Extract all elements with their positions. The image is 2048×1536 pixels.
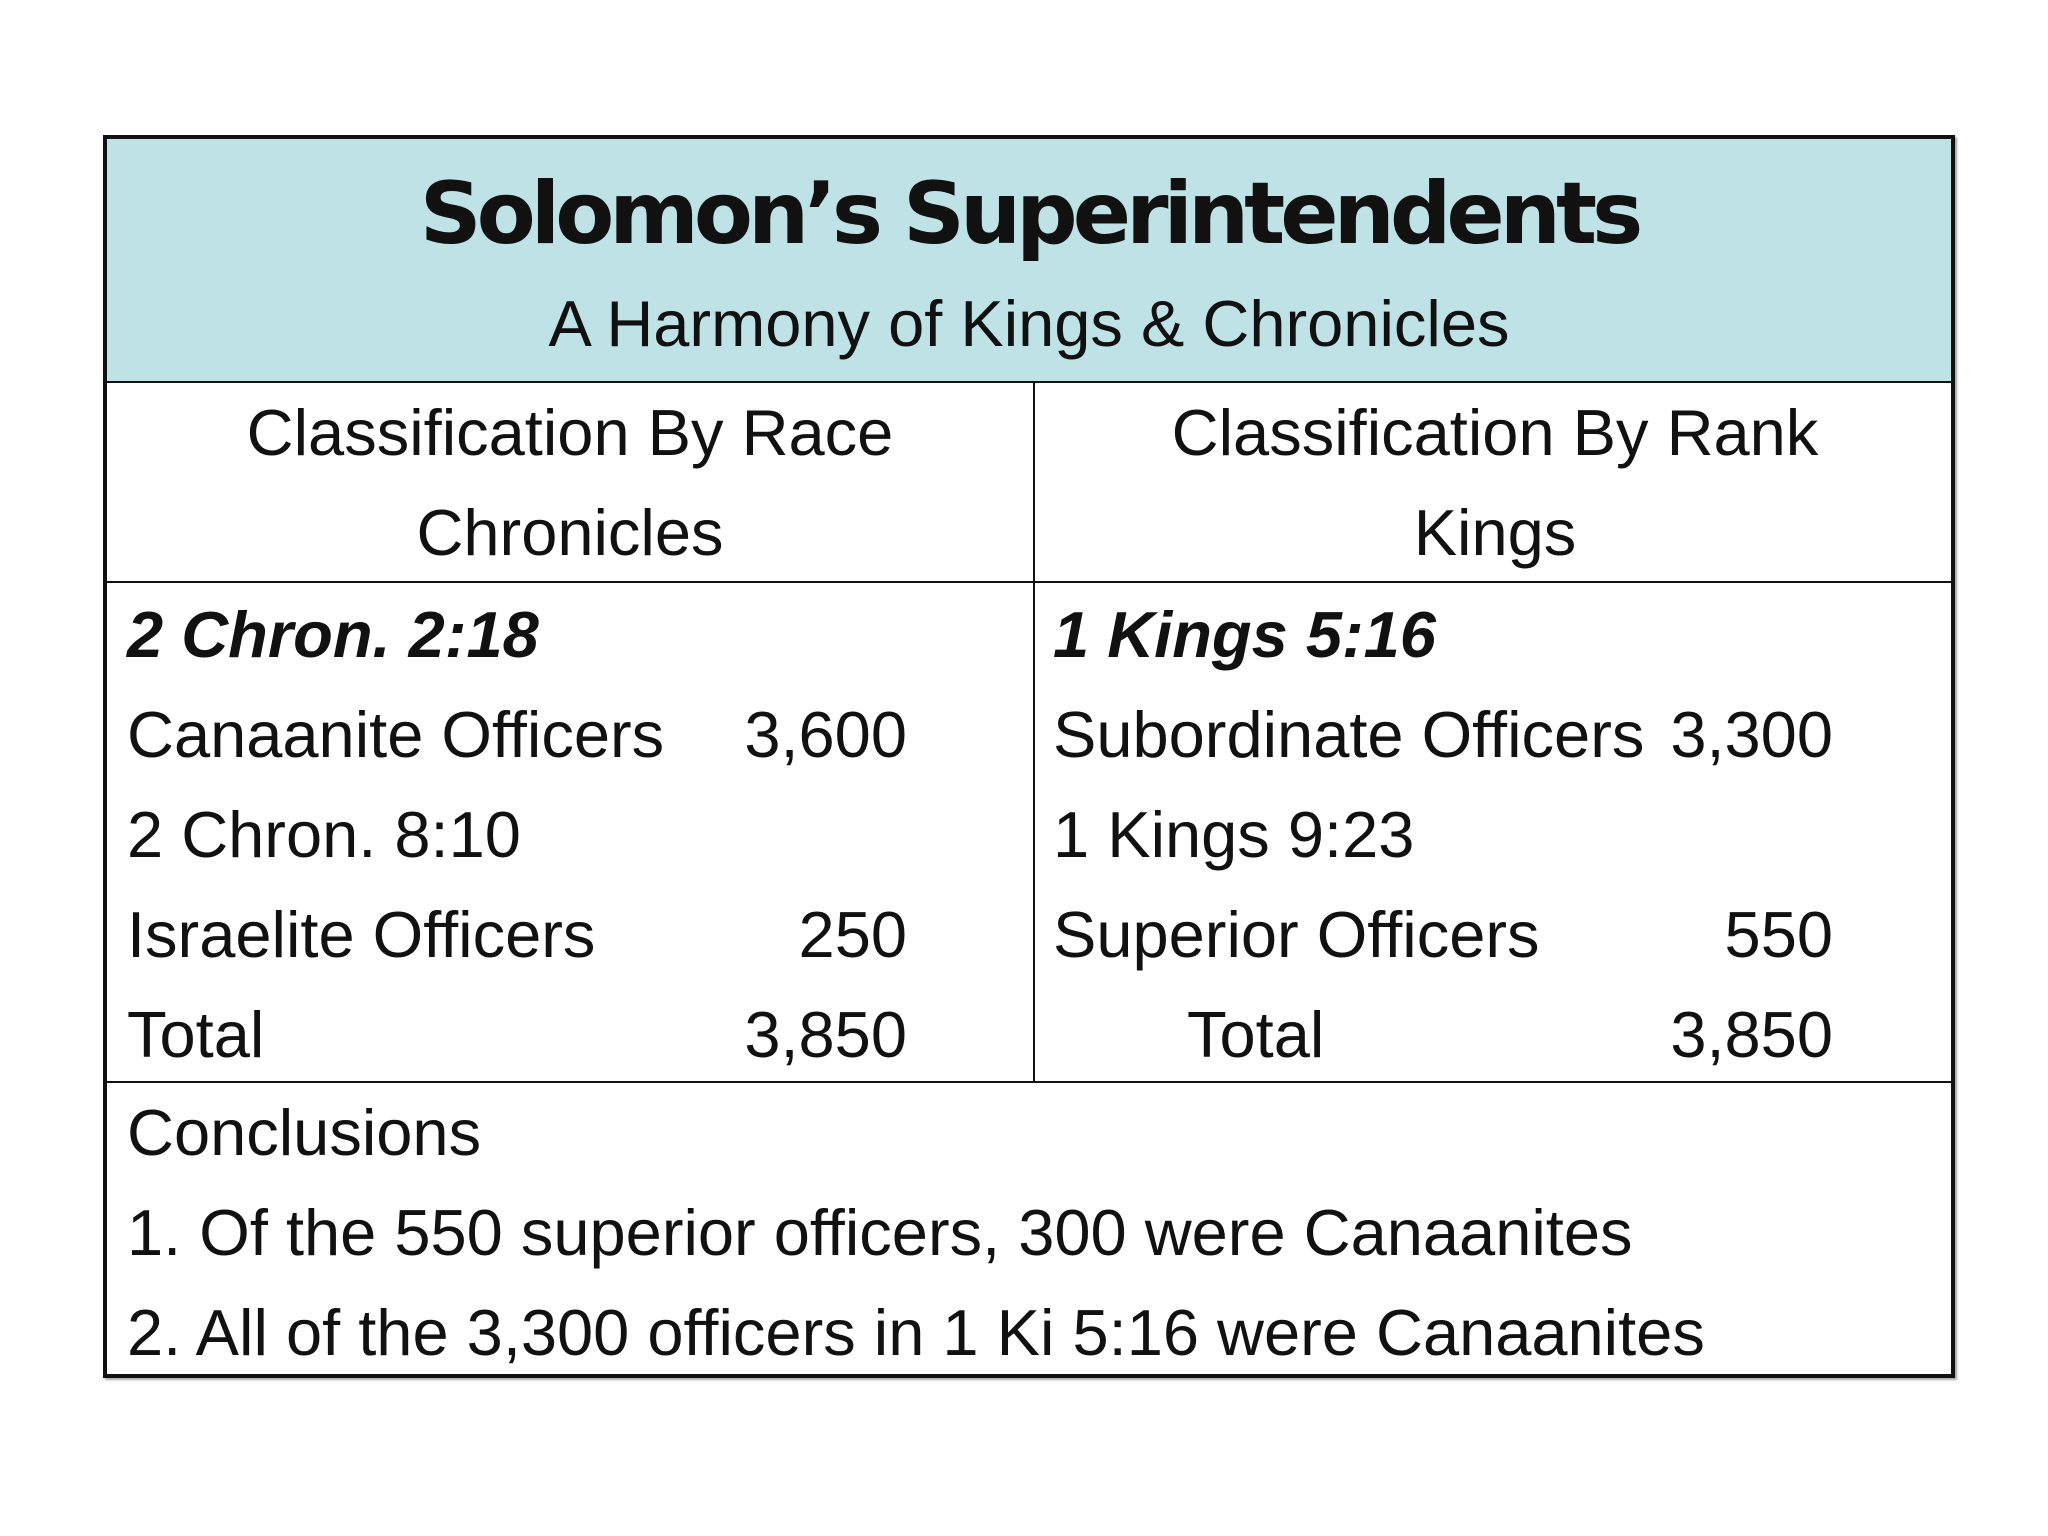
conclusion-item: 1. Of the 550 superior officers, 300 wer…: [127, 1196, 1633, 1269]
conclusions-section: Conclusions 1. Of the 550 superior offic…: [127, 1083, 1927, 1383]
scripture-reference: 2 Chron. 8:10: [127, 785, 907, 885]
left-header-line2: Chronicles: [416, 496, 724, 569]
rank-classification-cell: 1 Kings 5:16 Subordinate Officers 3,300 …: [1053, 585, 1833, 1085]
page-title: Solomon’s Superintendents: [419, 164, 1644, 264]
row-label: Israelite Officers: [127, 898, 596, 971]
conclusions-heading: Conclusions: [127, 1096, 482, 1169]
column-divider: [1033, 383, 1035, 1081]
row-label: Canaanite Officers: [127, 698, 665, 771]
reference-1-kings-9-23: 1 Kings 9:23: [1053, 798, 1415, 871]
officer-row: Israelite Officers 250: [127, 885, 907, 985]
harmony-table: Solomon’s Superintendents A Harmony of K…: [103, 135, 1955, 1378]
total-label: Total: [127, 998, 265, 1071]
row-value: 3,600: [744, 698, 907, 771]
title-band: Solomon’s Superintendents A Harmony of K…: [107, 139, 1951, 383]
scripture-reference: 1 Kings 5:16: [1053, 585, 1833, 685]
total-value: 3,850: [1670, 998, 1833, 1071]
row-label: Subordinate Officers: [1053, 698, 1645, 771]
row-value: 250: [798, 898, 907, 971]
race-classification-cell: 2 Chron. 2:18 Canaanite Officers 3,600 2…: [127, 585, 907, 1085]
left-column-header: Classification By Race Chronicles: [107, 383, 1033, 583]
scripture-reference: 2 Chron. 2:18: [127, 585, 907, 685]
total-label: Total: [1187, 998, 1325, 1071]
row-divider: [107, 1081, 1951, 1083]
left-header-line1: Classification By Race: [246, 396, 894, 469]
right-header-line2: Kings: [1413, 496, 1577, 569]
row-label: Superior Officers: [1053, 898, 1540, 971]
scripture-reference: 1 Kings 9:23: [1053, 785, 1833, 885]
right-column-header: Classification By Rank Kings: [1035, 383, 1955, 583]
right-header-line1: Classification By Rank: [1171, 396, 1819, 469]
officer-row: Superior Officers 550: [1053, 885, 1833, 985]
row-value: 3,300: [1670, 698, 1833, 771]
conclusion-item: 2. All of the 3,300 officers in 1 Ki 5:1…: [127, 1296, 1705, 1369]
officer-row: Subordinate Officers 3,300: [1053, 685, 1833, 785]
total-row: Total 3,850: [1053, 985, 1833, 1085]
reference-2-chron-2-18: 2 Chron. 2:18: [127, 598, 539, 671]
total-row: Total 3,850: [127, 985, 907, 1085]
officer-row: Canaanite Officers 3,600: [127, 685, 907, 785]
reference-1-kings-5-16: 1 Kings 5:16: [1053, 598, 1436, 671]
column-header-row: Classification By Race Chronicles Classi…: [107, 383, 1951, 583]
reference-2-chron-8-10: 2 Chron. 8:10: [127, 798, 521, 871]
page-subtitle: A Harmony of Kings & Chronicles: [548, 287, 1510, 360]
total-value: 3,850: [744, 998, 907, 1071]
row-value: 550: [1724, 898, 1833, 971]
